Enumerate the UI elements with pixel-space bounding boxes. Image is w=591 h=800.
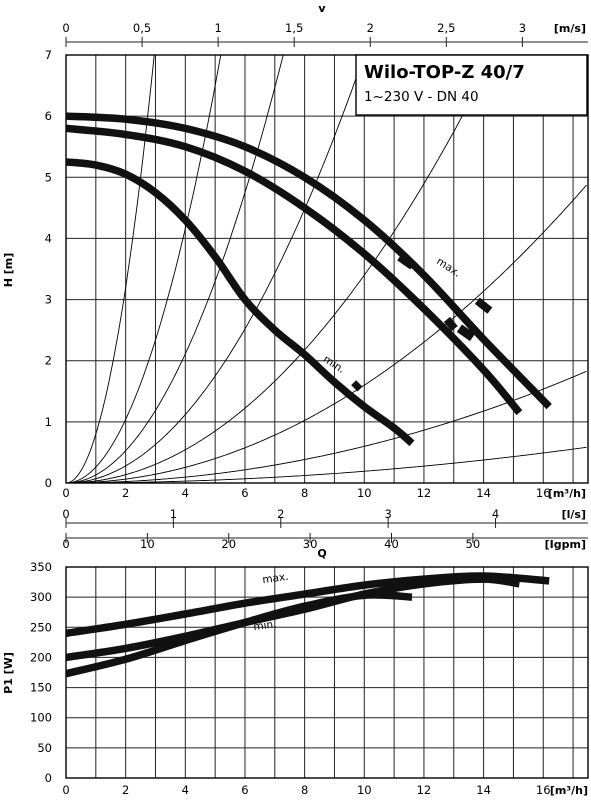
flow-unit-axes: 0 1 2 3 4 [l/s] 0 10 20 30 40 50 [Igpm] xyxy=(62,507,588,551)
head-curves: max.min. xyxy=(66,112,552,447)
system-curve-2 xyxy=(66,55,284,483)
power-chart-axes: 0 50 100 150 200 250 300 350 0 2 4 6 8 10 12 14 16 [m³/h] xyxy=(30,560,588,797)
igpm-tick-0: 0 xyxy=(62,537,69,551)
head-axis-label: H [m] xyxy=(2,253,15,288)
system-curve-1 xyxy=(66,55,222,483)
power-tick-2: 100 xyxy=(30,711,52,725)
gap-mark-1 xyxy=(456,324,476,342)
title-box xyxy=(355,54,588,116)
head-tick-1: 1 xyxy=(45,415,52,429)
velocity-tick-4: 2 xyxy=(367,21,374,35)
flow-tick-6: 12 xyxy=(417,486,432,500)
pflow-tick-8: 16 xyxy=(536,783,551,797)
gap-mark-0 xyxy=(397,252,416,270)
power-curve-2 xyxy=(66,591,413,678)
model-title-box: Wilo-TOP-Z 40/7 1~230 V - DN 40 xyxy=(355,54,588,116)
ls-unit: [l/s] xyxy=(562,508,586,521)
pflow-tick-7: 14 xyxy=(476,783,491,797)
system-curve-6 xyxy=(66,370,587,483)
mid-marker xyxy=(443,316,458,332)
velocity-axis: 0 0,5 1 1,5 2 2,5 3 [m/s] xyxy=(62,21,588,47)
flow-axis-label: Q xyxy=(317,547,326,560)
pflow-tick-6: 12 xyxy=(417,783,432,797)
system-curve-5 xyxy=(66,184,587,483)
ls-tick-0: 0 xyxy=(62,507,69,521)
flow-tick-3: 6 xyxy=(241,486,248,500)
igpm-unit: [Igpm] xyxy=(545,538,586,551)
igpm-tick-4: 40 xyxy=(384,537,399,551)
power-curves: max. min. xyxy=(66,571,550,678)
power-axis-label: P1 [W] xyxy=(2,652,15,694)
igpm-tick-5: 50 xyxy=(466,537,481,551)
chart-subtitle: 1~230 V - DN 40 xyxy=(364,89,479,105)
flow-tick-1: 2 xyxy=(122,486,129,500)
head-tick-7: 7 xyxy=(45,48,52,62)
pflow-tick-4: 8 xyxy=(301,783,308,797)
max-marker xyxy=(474,297,493,314)
head-tick-6: 6 xyxy=(45,109,52,123)
system-curve-3 xyxy=(66,55,365,483)
velocity-unit: [m/s] xyxy=(554,22,586,35)
power-tick-0: 0 xyxy=(45,771,52,785)
head-tick-0: 0 xyxy=(45,476,52,490)
head-curve-0 xyxy=(66,112,552,410)
ls-tick-3: 3 xyxy=(384,507,391,521)
velocity-tick-6: 3 xyxy=(519,21,526,35)
pflow-tick-3: 6 xyxy=(241,783,248,797)
power-tick-5: 250 xyxy=(30,620,52,634)
igpm-tick-2: 20 xyxy=(221,537,236,551)
power-max-label: max. xyxy=(262,571,290,587)
power-curve-1 xyxy=(66,575,521,662)
system-curve-4 xyxy=(66,55,495,483)
flow-tick-7: 14 xyxy=(476,486,491,500)
plot-frame xyxy=(65,54,589,484)
pflow-tick-1: 2 xyxy=(122,783,129,797)
igpm-tick-1: 10 xyxy=(140,537,155,551)
system-curve-7 xyxy=(66,446,587,483)
pflow-unit: [m³/h] xyxy=(550,784,588,797)
pflow-tick-2: 4 xyxy=(182,783,189,797)
head-tick-5: 5 xyxy=(45,170,52,184)
power-tick-1: 50 xyxy=(37,741,52,755)
system-curves xyxy=(66,55,587,483)
flow-tick-8: 16 xyxy=(536,486,551,500)
power-tick-6: 300 xyxy=(30,590,52,604)
velocity-tick-5: 2,5 xyxy=(437,21,455,35)
min-marker xyxy=(351,380,363,392)
igpm-tick-3: 30 xyxy=(303,537,318,551)
system-curve-0 xyxy=(66,55,155,483)
velocity-axis-label: v xyxy=(318,2,326,15)
pflow-tick-5: 10 xyxy=(357,783,372,797)
head-curve-1 xyxy=(66,124,523,416)
head-tick-3: 3 xyxy=(45,293,52,307)
velocity-tick-0: 0 xyxy=(62,21,69,35)
flow-tick-5: 10 xyxy=(357,486,372,500)
pflow-tick-0: 0 xyxy=(62,783,69,797)
chart-title: Wilo-TOP-Z 40/7 xyxy=(364,62,525,83)
ls-tick-4: 4 xyxy=(492,507,499,521)
velocity-tick-3: 1,5 xyxy=(285,21,303,35)
ls-tick-1: 1 xyxy=(170,507,177,521)
power-tick-3: 150 xyxy=(30,681,52,695)
flow-tick-4: 8 xyxy=(301,486,308,500)
power-tick-4: 200 xyxy=(30,650,52,664)
head-curve-2 xyxy=(66,158,415,447)
flow-unit: [m³/h] xyxy=(548,487,586,500)
head-tick-2: 2 xyxy=(45,354,52,368)
head-tick-4: 4 xyxy=(45,231,52,245)
power-tick-7: 350 xyxy=(30,560,52,574)
velocity-tick-1: 0,5 xyxy=(133,21,151,35)
power-min-label: min. xyxy=(253,618,278,633)
flow-tick-2: 4 xyxy=(182,486,189,500)
max-label: max. xyxy=(434,255,463,279)
flow-tick-0: 0 xyxy=(62,486,69,500)
ls-tick-2: 2 xyxy=(277,507,284,521)
velocity-tick-2: 1 xyxy=(214,21,221,35)
